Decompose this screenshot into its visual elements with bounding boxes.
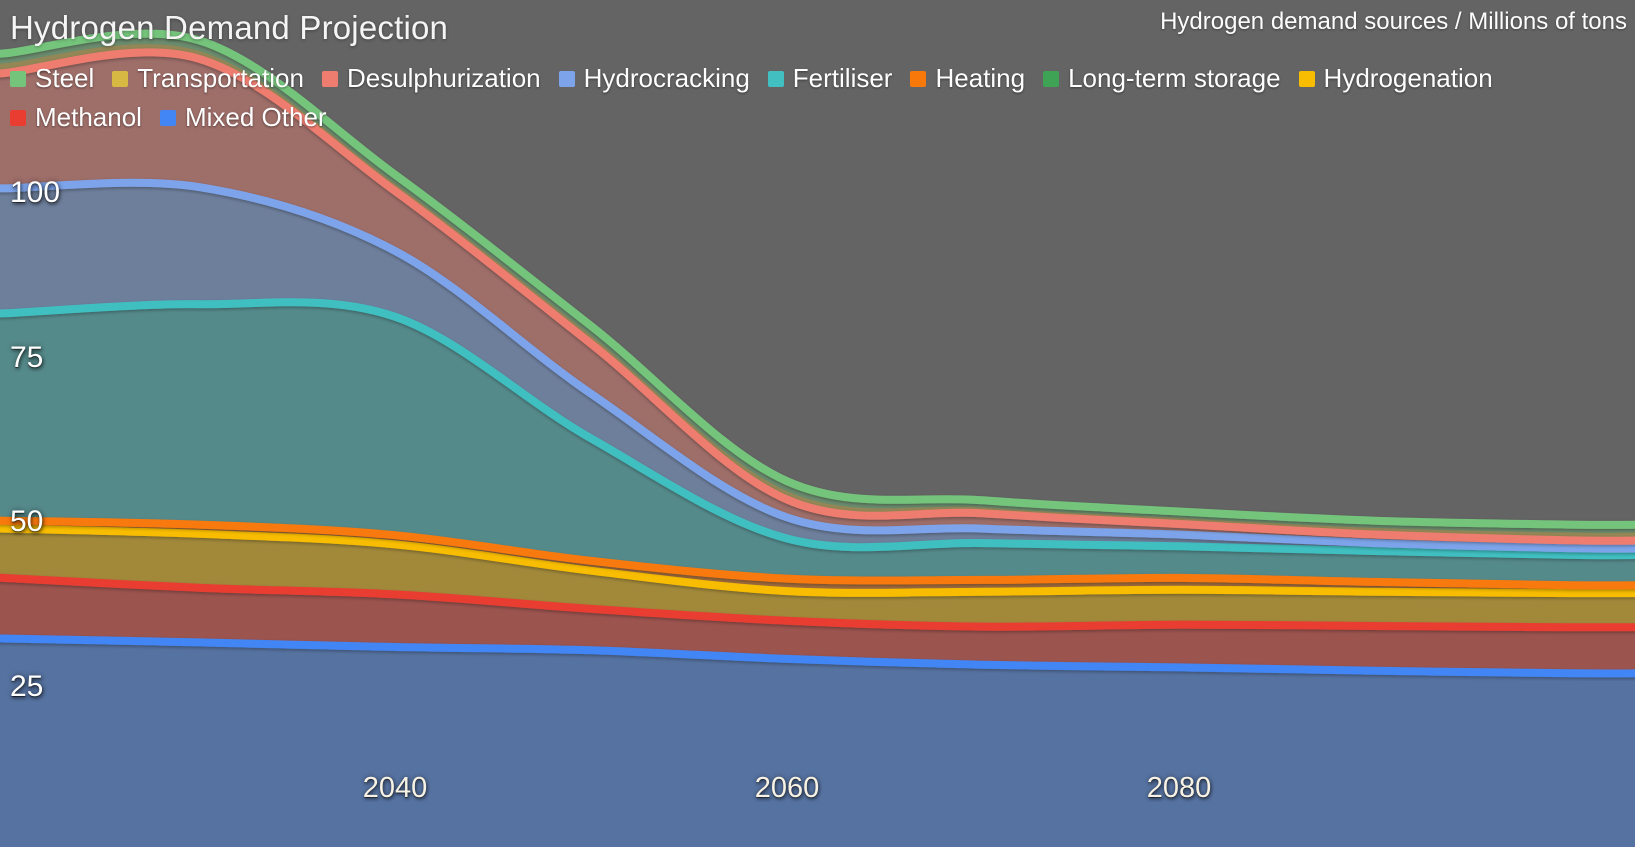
area-mixed-other (0, 638, 1635, 847)
legend-item-methanol[interactable]: Methanol (10, 99, 142, 136)
legend-swatch-icon (159, 109, 176, 126)
legend-item-transportation[interactable]: Transportation (112, 60, 304, 97)
legend-swatch-icon (10, 109, 26, 126)
legend-item-hydrogenation[interactable]: Hydrogenation (1298, 60, 1493, 97)
legend-label: Hydrogenation (1323, 63, 1493, 93)
legend-item-steel[interactable]: Steel (10, 60, 94, 97)
line-desulphurization (0, 48, 1635, 545)
legend-label: Desulphurization (346, 63, 541, 93)
legend-swatch-icon (321, 70, 338, 87)
legend: Steel Transportation Desulphurization Hydro… (10, 60, 1625, 136)
line-methanol (0, 573, 1635, 632)
legend-label: Steel (35, 63, 95, 93)
area-fertiliser (0, 302, 1635, 586)
legend-label: Heating (935, 63, 1026, 93)
line-steel (0, 29, 1635, 529)
area-desulphurization (0, 52, 1635, 549)
legend-label: Methanol (35, 102, 142, 132)
legend-swatch-icon (558, 70, 575, 87)
legend-item-desulphurization[interactable]: Desulphurization (321, 60, 541, 97)
line-hydrogenation (0, 524, 1635, 598)
legend-swatch-icon (112, 70, 129, 87)
line-heating (0, 516, 1635, 590)
legend-label: Long-term storage (1068, 63, 1281, 93)
legend-swatch-icon (910, 70, 927, 87)
legend-item-hydrocracking[interactable]: Hydrocracking (558, 60, 750, 97)
legend-item-heating[interactable]: Heating (910, 60, 1025, 97)
legend-item-mixed-other[interactable]: Mixed Other (159, 99, 327, 136)
legend-item-fertiliser[interactable]: Fertiliser (767, 60, 893, 97)
line-fertiliser (0, 298, 1635, 560)
legend-swatch-icon (10, 70, 26, 87)
legend-swatch-icon (1043, 70, 1060, 87)
area-hydrocracking (0, 182, 1635, 556)
legend-swatch-icon (1298, 70, 1315, 87)
legend-label: Transportation (137, 63, 304, 93)
legend-label: Mixed Other (184, 102, 327, 132)
line-mixed-other (0, 634, 1635, 678)
legend-item-long-term-storage[interactable]: Long-term storage (1043, 60, 1281, 97)
legend-swatch-icon (767, 70, 784, 87)
area-hydrogenation (0, 528, 1635, 628)
legend-label: Hydrocracking (583, 63, 750, 93)
legend-label: Fertiliser (792, 63, 893, 93)
line-hydrocracking (0, 178, 1635, 553)
